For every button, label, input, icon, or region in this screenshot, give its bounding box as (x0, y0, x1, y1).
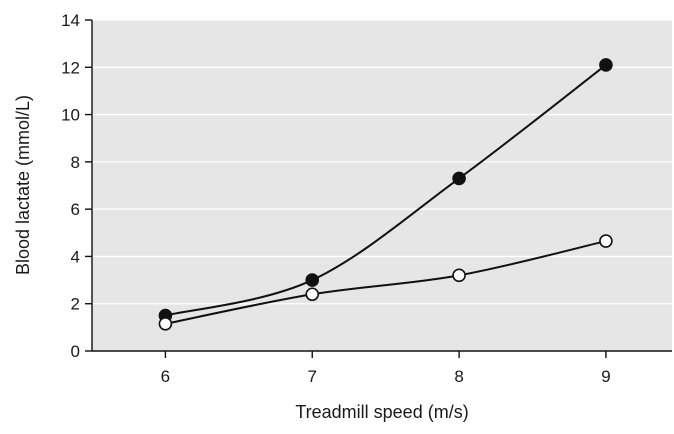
data-point-open (599, 234, 613, 248)
data-point-open (158, 317, 173, 331)
data-point-open (452, 268, 466, 283)
x-tick-label: 9 (601, 367, 610, 386)
y-tick-label: 12 (61, 58, 80, 77)
y-tick-label: 2 (71, 295, 80, 314)
y-ticks: 0 2 4 6 8 10 12 14 (61, 11, 92, 361)
data-point-filled (452, 171, 466, 186)
y-tick-label: 8 (71, 153, 80, 172)
y-tick-label: 0 (71, 342, 80, 361)
x-axis-label: Treadmill speed (m/s) (295, 402, 468, 422)
y-tick-label: 10 (61, 106, 80, 125)
y-tick-label: 6 (71, 200, 80, 219)
data-point-filled (305, 273, 320, 287)
series-layer (158, 58, 613, 331)
y-tick-label: 14 (61, 11, 80, 30)
data-point-filled (599, 58, 613, 72)
data-point-open (305, 287, 320, 302)
series-line-1 (165, 64, 607, 317)
y-tick-label: 4 (71, 247, 80, 266)
x-tick-label: 7 (308, 367, 317, 386)
x-tick-label: 6 (161, 367, 170, 386)
series-line-2 (165, 240, 607, 325)
gridlines (92, 19, 672, 305)
plot-background (92, 20, 672, 351)
y-axis-label: Blood lactate (mmol/L) (13, 95, 33, 275)
x-ticks: 6 7 8 9 (161, 351, 611, 386)
x-tick-label: 8 (454, 367, 463, 386)
